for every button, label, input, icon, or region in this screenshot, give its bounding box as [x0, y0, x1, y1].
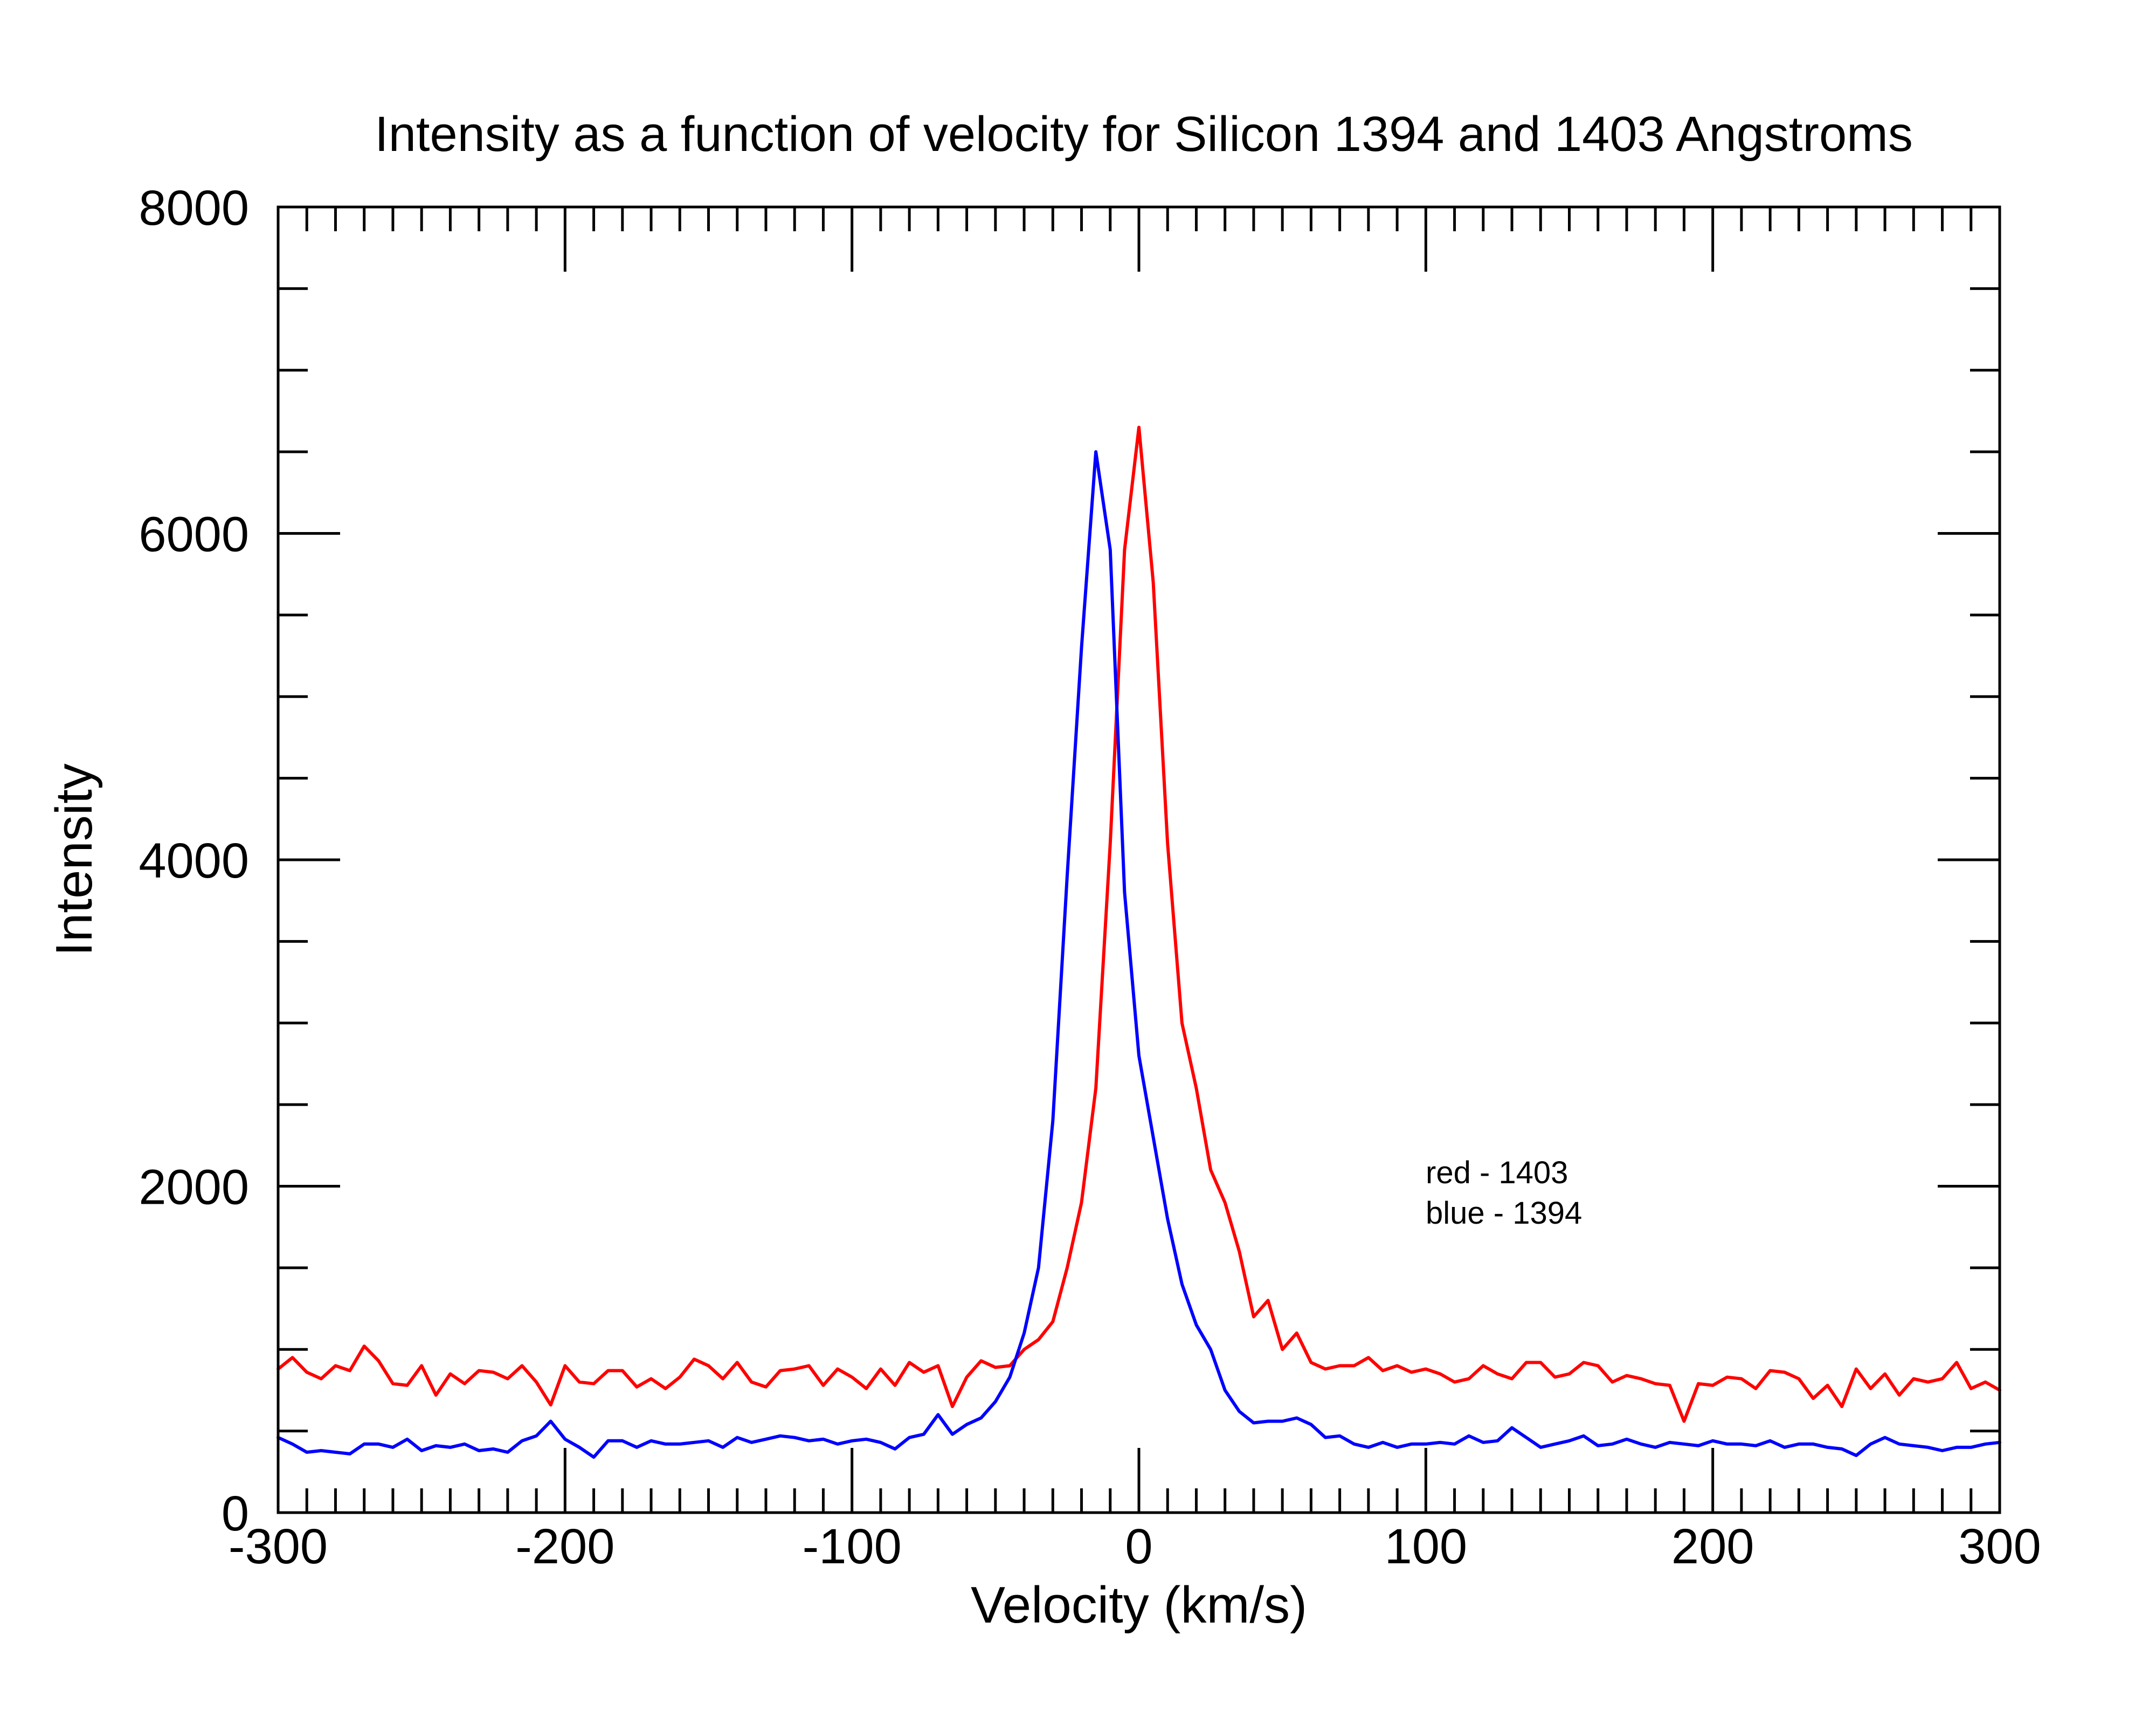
x-axis-label: Velocity (km/s)	[971, 1576, 1307, 1634]
x-tick-label: -200	[515, 1519, 614, 1574]
x-tick-label: -300	[229, 1519, 328, 1574]
x-tick-label: 0	[1125, 1519, 1152, 1574]
series-line-red-1403	[277, 425, 2001, 1423]
x-tick-labels: -300 -200 -100 0 100 200 300	[229, 1519, 2041, 1574]
plot-series	[277, 425, 2001, 1459]
y-tick-labels: 0 2000 4000 6000 8000	[139, 181, 249, 1541]
y-axis-label: Intensity	[45, 763, 103, 956]
series-line-blue-1394	[277, 450, 2001, 1459]
y-tick-label: 0	[222, 1486, 249, 1541]
plot-frame	[277, 205, 2001, 1514]
legend-note-blue: blue - 1394	[1426, 1196, 1582, 1231]
axis-ticks	[277, 205, 2001, 1514]
x-tick-label: 300	[1958, 1519, 2041, 1574]
x-tick-label: 200	[1671, 1519, 1754, 1574]
y-tick-label: 4000	[139, 833, 249, 888]
legend-note-red: red - 1403	[1426, 1155, 1568, 1190]
x-tick-label: 100	[1385, 1519, 1468, 1574]
x-tick-label: -100	[803, 1519, 902, 1574]
y-tick-label: 8000	[139, 181, 249, 236]
y-tick-label: 6000	[139, 507, 249, 562]
chart-title: Intensity as a function of velocity for …	[375, 107, 1913, 162]
y-tick-label: 2000	[139, 1160, 249, 1215]
